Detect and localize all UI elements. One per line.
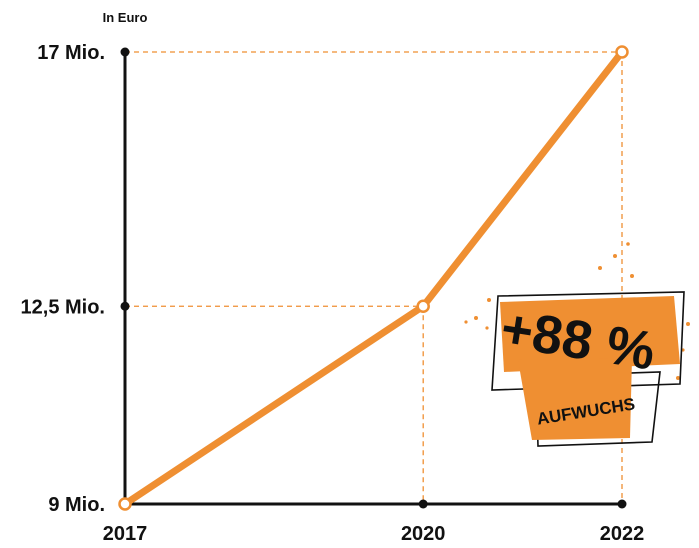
y-tick-dot	[120, 47, 130, 57]
x-tick-dot	[617, 499, 627, 509]
x-tick-label: 2017	[103, 523, 148, 545]
x-tick-dot	[418, 499, 428, 509]
data-point	[615, 45, 629, 59]
y-tick-label: 12,5 Mio.	[21, 296, 105, 318]
x-tick-label: 2022	[600, 523, 645, 545]
series-line	[118, 45, 629, 511]
badge-orange-top	[500, 296, 680, 372]
badge-orange-bottom	[518, 358, 632, 440]
y-tick-label: 9 Mio.	[48, 494, 105, 516]
y-tick-label: 17 Mio.	[37, 42, 105, 64]
data-point	[118, 497, 132, 511]
badge-outline-top	[491, 291, 685, 391]
growth-badge: +88 % AUFWUCHS	[464, 242, 690, 447]
axes	[123, 52, 623, 506]
tick-labels: 9 Mio. 12,5 Mio. 17 Mio. 2017 2020 2022	[21, 42, 645, 545]
x-tick-label: 2020	[401, 523, 446, 545]
data-point	[416, 299, 430, 313]
unit-label: In Euro	[103, 10, 148, 25]
guide-lines	[125, 51, 623, 504]
y-tick-dot	[120, 301, 130, 311]
